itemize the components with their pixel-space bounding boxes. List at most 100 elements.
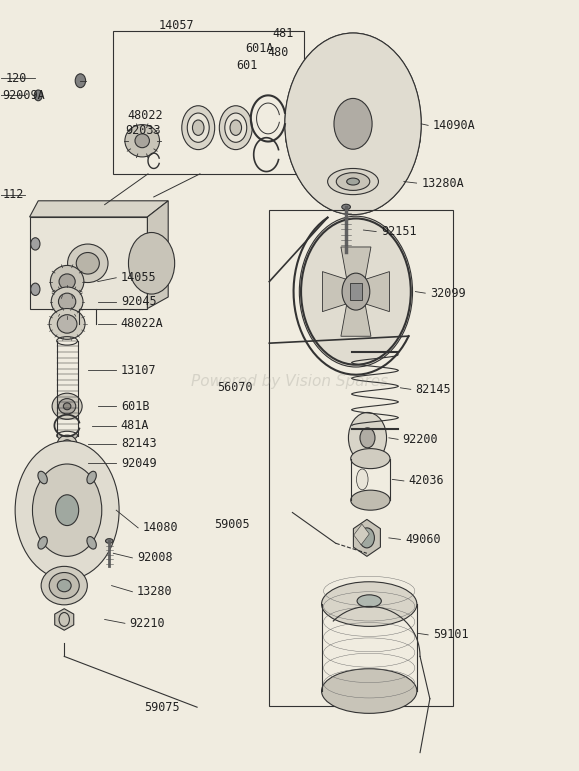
Ellipse shape [87, 537, 96, 549]
Circle shape [342, 273, 370, 310]
Polygon shape [30, 217, 148, 308]
Text: 13107: 13107 [121, 364, 156, 376]
Polygon shape [55, 608, 74, 630]
Text: 14057: 14057 [159, 19, 194, 32]
Bar [269, 210, 453, 706]
Ellipse shape [50, 265, 84, 298]
Text: 13280A: 13280A [421, 177, 464, 190]
Text: 48022: 48022 [128, 109, 163, 122]
Ellipse shape [38, 471, 47, 483]
Ellipse shape [351, 449, 390, 469]
Polygon shape [341, 291, 371, 336]
Ellipse shape [351, 490, 390, 510]
Ellipse shape [225, 113, 247, 143]
Text: 601: 601 [236, 59, 258, 72]
Circle shape [32, 464, 102, 557]
Text: 59005: 59005 [214, 517, 250, 530]
Circle shape [334, 99, 372, 150]
Ellipse shape [230, 120, 241, 136]
Ellipse shape [38, 537, 47, 549]
Circle shape [129, 233, 175, 294]
Ellipse shape [125, 125, 160, 157]
Text: 59101: 59101 [433, 628, 468, 641]
Bar [354, 524, 369, 545]
Ellipse shape [321, 582, 417, 626]
Text: 32099: 32099 [430, 287, 466, 300]
Text: 92008: 92008 [137, 551, 173, 564]
Text: 92045: 92045 [121, 295, 156, 308]
Text: 481: 481 [273, 26, 294, 39]
Ellipse shape [59, 274, 75, 289]
Text: 48022A: 48022A [121, 318, 164, 331]
Text: 92200: 92200 [403, 433, 438, 446]
Polygon shape [356, 271, 390, 311]
Polygon shape [323, 271, 356, 311]
Circle shape [56, 495, 79, 526]
Circle shape [34, 90, 42, 101]
Text: 92009A: 92009A [2, 89, 45, 102]
Circle shape [299, 216, 412, 367]
Text: 42036: 42036 [409, 474, 444, 487]
Ellipse shape [182, 106, 215, 150]
Ellipse shape [321, 668, 417, 713]
Circle shape [349, 412, 387, 463]
Circle shape [285, 33, 421, 214]
Polygon shape [30, 200, 168, 217]
Circle shape [31, 237, 40, 250]
Polygon shape [56, 450, 79, 476]
Text: 49060: 49060 [405, 533, 441, 546]
Text: 601B: 601B [121, 400, 149, 412]
Text: 120: 120 [5, 72, 27, 85]
Ellipse shape [336, 173, 370, 190]
Bar [350, 283, 362, 300]
Text: 480: 480 [267, 45, 288, 59]
Ellipse shape [286, 122, 420, 160]
Ellipse shape [58, 399, 76, 414]
Ellipse shape [187, 113, 209, 143]
Text: 82145: 82145 [415, 383, 451, 396]
Circle shape [75, 74, 86, 88]
Ellipse shape [52, 393, 82, 419]
Circle shape [360, 428, 375, 448]
Ellipse shape [49, 573, 79, 599]
Ellipse shape [41, 567, 87, 604]
Circle shape [15, 441, 119, 580]
Ellipse shape [58, 293, 76, 310]
Text: 92151: 92151 [381, 225, 416, 238]
Ellipse shape [57, 315, 77, 333]
Text: 14090A: 14090A [433, 119, 475, 132]
Text: 82143: 82143 [121, 437, 156, 450]
Text: 601A: 601A [245, 42, 273, 55]
Text: 112: 112 [2, 188, 24, 201]
Ellipse shape [76, 253, 100, 274]
Circle shape [360, 528, 375, 548]
Ellipse shape [347, 178, 360, 185]
Text: 14055: 14055 [121, 271, 156, 284]
Text: 13280: 13280 [137, 585, 173, 598]
Polygon shape [148, 200, 168, 308]
Ellipse shape [57, 435, 77, 453]
Bar [113, 32, 304, 173]
Circle shape [31, 283, 40, 295]
Ellipse shape [328, 169, 379, 194]
Ellipse shape [57, 580, 71, 592]
Text: 92033: 92033 [125, 124, 160, 137]
Ellipse shape [51, 287, 83, 316]
Ellipse shape [105, 539, 113, 544]
Text: 56070: 56070 [217, 382, 253, 394]
Text: 59075: 59075 [144, 701, 179, 714]
Text: 92210: 92210 [130, 617, 165, 630]
Ellipse shape [49, 308, 85, 339]
Ellipse shape [68, 244, 108, 282]
Ellipse shape [342, 204, 350, 210]
Ellipse shape [87, 471, 96, 483]
Ellipse shape [63, 402, 71, 409]
Circle shape [285, 33, 421, 214]
Ellipse shape [135, 134, 149, 148]
Polygon shape [341, 247, 371, 291]
Ellipse shape [63, 439, 72, 448]
Ellipse shape [192, 120, 204, 136]
Ellipse shape [357, 469, 368, 490]
Text: Powered by Vision Spares: Powered by Vision Spares [191, 374, 388, 389]
Ellipse shape [219, 106, 252, 150]
